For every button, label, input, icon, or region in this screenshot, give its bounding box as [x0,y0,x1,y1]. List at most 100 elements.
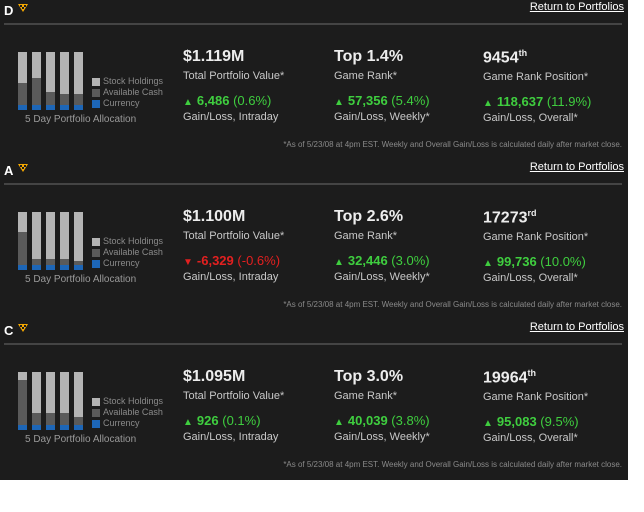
footnote: *As of 5/23/08 at 4pm EST. Weekly and Ov… [283,300,622,309]
allocation-bar-cash [74,417,83,425]
intraday-change: ▼ -6,329 (-0.6%) [183,253,281,268]
triangle-up-icon: ▲ [334,97,344,108]
return-to-portfolios-link[interactable]: Return to Portfolios [529,161,624,173]
overall-change: ▲ 99,736 (10.0%) [483,254,586,270]
allocation-bar-cash [18,380,27,425]
game-rank-position: 19964th [483,368,536,387]
game-rank-label: Game Rank* [334,70,397,82]
portfolio-name: A [4,163,14,178]
allocation-bar-cash [18,232,27,265]
overall-change: ▲ 95,083 (9.5%) [483,414,579,430]
checkered-diamond-icon [18,4,28,12]
triangle-down-icon: ▼ [183,257,193,268]
allocation-bar-currency [18,425,27,430]
game-rank: Top 1.4% [334,48,404,65]
allocation-bar [18,52,27,110]
allocation-bar-cash [74,94,83,105]
allocation-bar-currency [18,265,27,270]
allocation-bar-cash [46,92,55,105]
portfolio-panel: D Return to Portfolios Stock Holdings Av… [0,0,628,160]
legend-currency: Currency [103,98,140,108]
triangle-up-icon: ▲ [483,258,493,270]
allocation-bar-cash [60,259,69,265]
allocation-bar-cash [74,261,83,265]
intraday-change: ▲ 926 (0.1%) [183,413,261,428]
total-portfolio-value: $1.095M [183,368,246,385]
allocation-bar [18,372,27,430]
portfolio-panel: A Return to Portfolios Stock Holdings Av… [0,160,628,320]
allocation-chart: Stock Holdings Available Cash Currency 5… [18,208,178,288]
weekly-change: ▲ 32,446 (3.0%) [334,253,430,268]
game-rank-position-label: Game Rank Position* [483,71,589,84]
allocation-bar-cash [18,83,27,105]
game-rank: Top 2.6% [334,208,404,225]
legend-currency: Currency [103,418,140,428]
allocation-bar [74,52,83,110]
game-rank-position: 9454th [483,48,528,67]
weekly-label: Gain/Loss, Weekly* [334,271,430,283]
allocation-bar-currency [32,105,41,110]
allocation-bar [74,372,83,430]
total-value-block: $1.119M Total Portfolio Value* ▲ 6,486 (0… [183,48,284,123]
allocation-chart: Stock Holdings Available Cash Currency 5… [18,368,178,448]
checkered-diamond-icon [18,324,28,332]
divider [4,183,622,185]
stock-holdings-swatch [92,78,100,86]
game-rank: Top 3.0% [334,368,404,385]
game-rank-label: Game Rank* [334,390,397,402]
allocation-bar-cash [60,413,69,425]
allocation-bar-currency [74,265,83,270]
intraday-label: Gain/Loss, Intraday [183,271,279,283]
allocation-bar-currency [60,265,69,270]
total-portfolio-value-label: Total Portfolio Value* [183,230,285,242]
allocation-bar-currency [60,105,69,110]
total-portfolio-value-label: Total Portfolio Value* [183,390,285,402]
total-value-block: $1.095M Total Portfolio Value* ▲ 926 (0.1… [183,368,284,443]
checkered-diamond-icon [18,164,28,172]
triangle-up-icon: ▲ [183,97,193,108]
divider [4,343,622,345]
game-rank-position-label: Game Rank Position* [483,391,589,404]
allocation-bar [46,372,55,430]
legend-available-cash: Available Cash [103,407,163,417]
allocation-caption: 5 Day Portfolio Allocation [25,274,137,285]
triangle-up-icon: ▲ [334,417,344,428]
divider [4,23,622,25]
allocation-bar [74,212,83,270]
currency-swatch [92,260,100,268]
allocation-bar [32,372,41,430]
footnote: *As of 5/23/08 at 4pm EST. Weekly and Ov… [283,140,622,149]
overall-label: Gain/Loss, Overall* [483,272,578,285]
allocation-bar-cash [32,259,41,265]
portfolio-name: C [4,323,14,338]
allocation-bar-currency [46,105,55,110]
legend-stock-holdings: Stock Holdings [103,396,164,406]
allocation-caption: 5 Day Portfolio Allocation [25,114,137,125]
return-to-portfolios-link[interactable]: Return to Portfolios [529,321,624,333]
portfolio-panel: C Return to Portfolios Stock Holdings Av… [0,320,628,480]
allocation-bar [18,212,27,270]
legend-available-cash: Available Cash [103,247,163,257]
return-to-portfolios-link[interactable]: Return to Portfolios [529,1,624,13]
rank-position-block: 9454th Game Rank Position* ▲ 118,637 (11.… [483,48,591,124]
legend-available-cash: Available Cash [103,87,163,97]
overall-change: ▲ 118,637 (11.9%) [483,94,592,110]
available-cash-swatch [92,409,100,417]
allocation-bar-currency [46,425,55,430]
game-rank-position: 17273rd [483,208,537,227]
intraday-label: Gain/Loss, Intraday [183,111,279,123]
total-portfolio-value: $1.119M [183,48,245,65]
allocation-bar-currency [32,265,41,270]
allocation-bar-cash [60,94,69,105]
allocation-bar-currency [32,425,41,430]
rank-position-block: 17273rd Game Rank Position* ▲ 99,736 (10.… [483,208,588,284]
allocation-bar [46,52,55,110]
intraday-label: Gain/Loss, Intraday [183,431,279,443]
allocation-chart: Stock Holdings Available Cash Currency 5… [18,48,178,128]
currency-swatch [92,420,100,428]
game-rank-block: Top 1.4% Game Rank* ▲ 57,356 (5.4%) Gain/… [334,48,430,123]
allocation-bar-cash [32,413,41,425]
currency-swatch [92,100,100,108]
allocation-caption: 5 Day Portfolio Allocation [25,434,137,445]
allocation-bar-currency [74,105,83,110]
